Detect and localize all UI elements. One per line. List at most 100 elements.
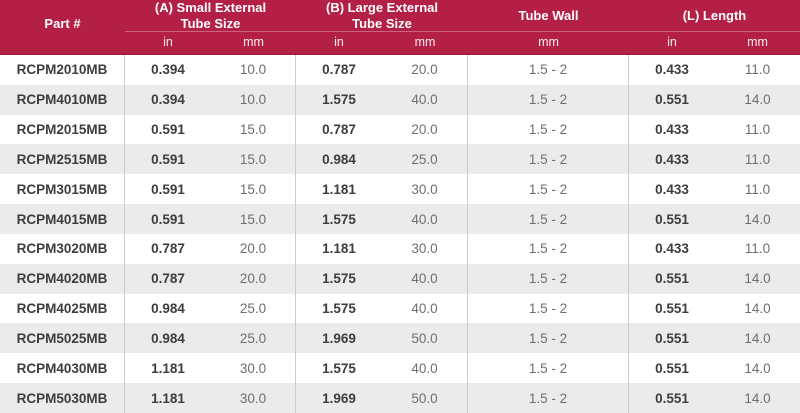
small-tube-in-cell: 0.984 xyxy=(151,330,185,346)
table-row: RCPM2015MB 0.591 15.0 0.787 20.0 1.5 - 2… xyxy=(0,114,800,145)
tube-wall-mm-cell: 1.5 - 2 xyxy=(468,144,629,175)
large-tube-in-cell: 1.181 xyxy=(322,181,356,197)
subheader-wall-mm: mm xyxy=(538,35,559,49)
tube-wall-mm-cell: 1.5 - 2 xyxy=(468,293,629,324)
tube-wall-mm-cell: 1.5 - 2 xyxy=(468,263,629,294)
length-in-cell: 0.433 xyxy=(655,241,689,257)
small-tube-in-cell: 0.787 xyxy=(151,271,185,287)
tube-wall-mm-cell: 1.5 - 2 xyxy=(468,204,629,234)
tube-wall-mm-cell: 1.5 - 2 xyxy=(468,84,629,115)
small-tube-mm-cell: 30.0 xyxy=(211,383,296,413)
large-tube-in-cell: 1.969 xyxy=(322,330,356,346)
subheader-a-mm: mm xyxy=(243,35,264,49)
table-header: Part # (A) Small External Tube Size (B) … xyxy=(0,0,800,55)
subheader-l-mm: mm xyxy=(747,35,768,49)
small-tube-in-cell: 0.394 xyxy=(151,92,185,108)
large-tube-in-cell: 0.984 xyxy=(322,151,356,167)
small-tube-mm-cell: 30.0 xyxy=(211,353,296,384)
small-tube-mm-cell: 15.0 xyxy=(211,144,296,175)
small-tube-mm-cell: 15.0 xyxy=(211,114,296,145)
length-mm-cell: 14.0 xyxy=(744,330,771,346)
length-in-cell: 0.551 xyxy=(655,360,689,376)
subheader-b-mm: mm xyxy=(414,35,436,49)
large-tube-in-cell: 0.787 xyxy=(322,62,356,78)
small-tube-mm-cell: 25.0 xyxy=(211,293,296,324)
column-group-small-external-tube-size: (A) Small External Tube Size xyxy=(154,0,267,31)
small-tube-in-cell: 0.591 xyxy=(151,181,185,197)
length-mm-cell: 11.0 xyxy=(744,181,771,197)
table-row: RCPM3015MB 0.591 15.0 1.181 30.0 1.5 - 2… xyxy=(0,174,800,205)
table-row: RCPM5025MB 0.984 25.0 1.969 50.0 1.5 - 2… xyxy=(0,323,800,354)
table-row: RCPM4010MB 0.394 10.0 1.575 40.0 1.5 - 2… xyxy=(0,84,800,115)
header-group-underline xyxy=(125,31,800,32)
length-mm-cell: 11.0 xyxy=(744,122,771,138)
length-in-cell: 0.551 xyxy=(655,301,689,317)
tube-wall-mm-cell: 1.5 - 2 xyxy=(468,55,629,85)
length-mm-cell: 11.0 xyxy=(744,151,771,167)
column-group-tube-wall: Tube Wall xyxy=(518,7,579,23)
small-tube-in-cell: 0.394 xyxy=(151,62,185,78)
large-tube-in-cell: 1.575 xyxy=(322,92,356,108)
part-number-cell: RCPM4020MB xyxy=(0,263,125,294)
large-tube-mm-cell: 25.0 xyxy=(382,144,468,175)
part-number-cell: RCPM3020MB xyxy=(0,233,125,264)
length-mm-cell: 14.0 xyxy=(744,360,771,376)
column-group-length: (L) Length xyxy=(682,7,747,23)
part-number-cell: RCPM5030MB xyxy=(0,383,125,413)
length-mm-cell: 14.0 xyxy=(744,92,771,108)
part-number-cell: RCPM4010MB xyxy=(0,84,125,115)
small-tube-mm-cell: 20.0 xyxy=(211,233,296,264)
length-in-cell: 0.551 xyxy=(655,390,689,406)
subheader-l-in: in xyxy=(667,35,677,49)
large-tube-in-cell: 1.575 xyxy=(322,301,356,317)
length-in-cell: 0.433 xyxy=(655,62,689,78)
part-number-cell: RCPM2010MB xyxy=(0,55,125,85)
length-in-cell: 0.551 xyxy=(655,271,689,287)
large-tube-in-cell: 1.969 xyxy=(322,390,356,406)
table-row: RCPM4030MB 1.181 30.0 1.575 40.0 1.5 - 2… xyxy=(0,353,800,384)
large-tube-mm-cell: 40.0 xyxy=(382,204,468,234)
table-row: RCPM4020MB 0.787 20.0 1.575 40.0 1.5 - 2… xyxy=(0,263,800,294)
length-in-cell: 0.433 xyxy=(655,151,689,167)
length-mm-cell: 14.0 xyxy=(744,301,771,317)
tube-wall-mm-cell: 1.5 - 2 xyxy=(468,114,629,145)
part-number-cell: RCPM4015MB xyxy=(0,204,125,234)
small-tube-in-cell: 0.591 xyxy=(151,122,185,138)
small-tube-in-cell: 0.591 xyxy=(151,211,185,227)
large-tube-mm-cell: 30.0 xyxy=(382,174,468,205)
large-tube-mm-cell: 40.0 xyxy=(382,84,468,115)
tube-wall-mm-cell: 1.5 - 2 xyxy=(468,383,629,413)
table-row: RCPM2010MB 0.394 10.0 0.787 20.0 1.5 - 2… xyxy=(0,55,800,85)
table-row: RCPM5030MB 1.181 30.0 1.969 50.0 1.5 - 2… xyxy=(0,383,800,413)
small-tube-in-cell: 0.984 xyxy=(151,301,185,317)
part-number-cell: RCPM4025MB xyxy=(0,293,125,324)
table-row: RCPM3020MB 0.787 20.0 1.181 30.0 1.5 - 2… xyxy=(0,233,800,264)
length-in-cell: 0.433 xyxy=(655,122,689,138)
large-tube-in-cell: 1.575 xyxy=(322,211,356,227)
tube-wall-mm-cell: 1.5 - 2 xyxy=(468,233,629,264)
small-tube-mm-cell: 15.0 xyxy=(211,174,296,205)
length-in-cell: 0.551 xyxy=(655,92,689,108)
small-tube-in-cell: 1.181 xyxy=(151,390,185,406)
small-tube-mm-cell: 25.0 xyxy=(211,323,296,354)
small-tube-mm-cell: 20.0 xyxy=(211,263,296,294)
column-header-part-number: Part # xyxy=(44,16,81,32)
part-number-cell: RCPM4030MB xyxy=(0,353,125,384)
part-number-cell: RCPM2015MB xyxy=(0,114,125,145)
small-tube-in-cell: 0.591 xyxy=(151,151,185,167)
small-tube-mm-cell: 15.0 xyxy=(211,204,296,234)
large-tube-mm-cell: 20.0 xyxy=(382,55,468,85)
large-tube-in-cell: 1.575 xyxy=(322,271,356,287)
table-body: RCPM2010MB 0.394 10.0 0.787 20.0 1.5 - 2… xyxy=(0,55,800,413)
subheader-a-in: in xyxy=(163,35,173,49)
subheader-b-in: in xyxy=(334,35,344,49)
tube-wall-mm-cell: 1.5 - 2 xyxy=(468,323,629,354)
large-tube-mm-cell: 50.0 xyxy=(382,323,468,354)
table-row: RCPM4025MB 0.984 25.0 1.575 40.0 1.5 - 2… xyxy=(0,293,800,324)
small-tube-in-cell: 0.787 xyxy=(151,241,185,257)
large-tube-mm-cell: 40.0 xyxy=(382,293,468,324)
length-mm-cell: 14.0 xyxy=(744,390,771,406)
large-tube-mm-cell: 40.0 xyxy=(382,263,468,294)
large-tube-mm-cell: 30.0 xyxy=(382,233,468,264)
